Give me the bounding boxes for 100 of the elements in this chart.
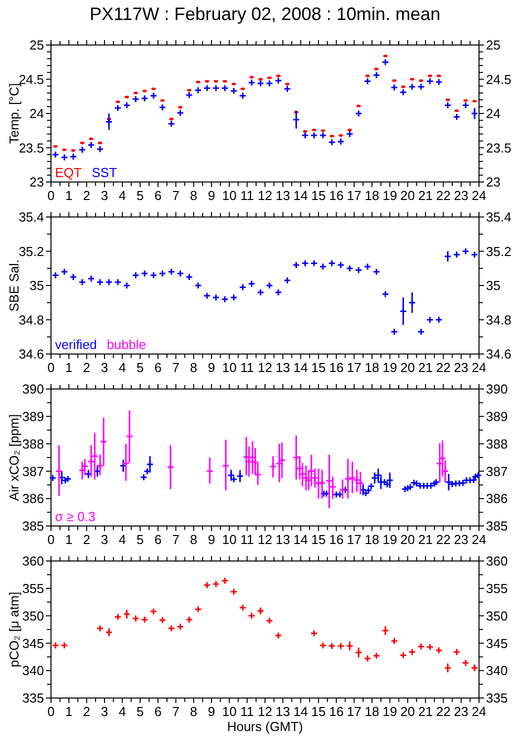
- x-tick-label: 23: [454, 532, 468, 547]
- y2-tick-label: 24: [486, 106, 500, 122]
- x-tick-label: 21: [418, 360, 433, 375]
- y2-tick-label: 34.8: [486, 312, 512, 328]
- x-tick-label: 23: [454, 704, 468, 719]
- x-axis-title: Hours (GMT): [227, 719, 303, 734]
- x-tick-label: 1: [65, 188, 72, 203]
- x-tick-label: 11: [240, 532, 254, 547]
- x-tick-label: 22: [436, 360, 451, 375]
- x-tick-label: 7: [172, 532, 180, 547]
- x-tick-label: 14: [293, 532, 308, 547]
- x-tick-label: 23: [454, 360, 468, 375]
- x-tick-label: 3: [100, 360, 108, 375]
- x-tick-label: 24: [472, 532, 486, 547]
- y2-tick-label: 23.5: [486, 140, 512, 156]
- x-tick-label: 12: [258, 360, 272, 375]
- x-tick-label: 13: [276, 188, 290, 203]
- x-tick-label: 20: [400, 360, 415, 375]
- y2-tick-label: 34.6: [486, 346, 512, 362]
- y2-tick-label: 340: [486, 663, 508, 678]
- x-tick-label: 17: [346, 188, 362, 203]
- y-tick-label: 387: [22, 464, 44, 479]
- y2-tick-label: 35: [486, 278, 500, 294]
- x-tick-label: 9: [208, 532, 216, 547]
- x-tick-label: 15: [311, 188, 326, 203]
- text: σ ≥ 0.3: [55, 509, 96, 524]
- x-tick-label: 24: [472, 188, 486, 203]
- x-tick-label: 10: [222, 360, 237, 375]
- y2-tick-label: 388: [486, 436, 508, 452]
- x-tick-label: 16: [329, 704, 344, 719]
- x-tick-label: 11: [240, 360, 254, 375]
- chart-title: PX117W : February 02, 2008 : 10min. mean: [90, 4, 440, 24]
- x-tick-label: 19: [382, 532, 398, 547]
- y2-tick-label: 35.2: [486, 244, 512, 259]
- x-tick-label: 24: [472, 360, 486, 375]
- x-tick-label: 8: [190, 360, 198, 375]
- x-tick-label: 5: [136, 704, 144, 719]
- x-tick-label: 23: [454, 188, 468, 203]
- x-tick-label: 20: [400, 704, 415, 719]
- text: verified: [55, 337, 97, 352]
- x-tick-label: 4: [118, 704, 126, 719]
- y2-tick-label: 345: [486, 636, 508, 651]
- x-tick-label: 6: [154, 704, 162, 719]
- x-tick-label: 2: [83, 188, 90, 203]
- x-tick-label: 21: [418, 188, 433, 203]
- y2-tick-label: 35.4: [486, 210, 512, 225]
- x-tick-label: 14: [293, 704, 308, 719]
- y-tick-label: 340: [22, 663, 44, 678]
- series-label: EQT: [55, 165, 82, 180]
- x-tick-label: 2: [83, 532, 90, 547]
- y-axis-title: SBE Sal.: [6, 259, 22, 312]
- x-tick-label: 5: [136, 360, 144, 375]
- x-tick-label: 11: [240, 704, 254, 719]
- x-tick-label: 18: [364, 532, 380, 547]
- y2-tick-label: 386: [486, 491, 508, 506]
- x-tick-label: 4: [118, 360, 126, 375]
- x-tick-label: 15: [311, 704, 326, 719]
- y-tick-label: 34.8: [18, 312, 44, 328]
- x-tick-label: 9: [208, 188, 216, 203]
- y2-tick-label: 350: [486, 608, 508, 624]
- y2-tick-label: 24.5: [486, 72, 512, 87]
- x-tick-label: 3: [100, 704, 108, 719]
- x-tick-label: 14: [293, 188, 308, 203]
- y-tick-label: 389: [22, 408, 44, 424]
- x-tick-label: 11: [240, 188, 254, 203]
- x-tick-label: 6: [154, 532, 162, 547]
- x-tick-label: 15: [311, 532, 326, 547]
- x-tick-label: 17: [346, 704, 362, 719]
- x-tick-label: 16: [329, 360, 344, 375]
- x-tick-label: 13: [276, 360, 290, 375]
- x-tick-label: 10: [222, 704, 237, 719]
- x-tick-label: 4: [118, 532, 126, 547]
- x-tick-label: 0: [47, 532, 55, 547]
- x-tick-label: 8: [190, 704, 198, 719]
- y-tick-label: 34.6: [18, 346, 44, 362]
- y-tick-label: 390: [22, 382, 44, 397]
- x-tick-label: 12: [258, 532, 272, 547]
- x-tick-label: 17: [346, 532, 362, 547]
- y-tick-label: 35.2: [18, 244, 44, 259]
- x-tick-label: 13: [276, 704, 290, 719]
- x-tick-label: 9: [208, 704, 216, 719]
- y2-tick-label: 389: [486, 408, 508, 424]
- x-tick-label: 8: [190, 188, 198, 203]
- x-tick-label: 2: [83, 360, 90, 375]
- y-tick-label: 360: [22, 554, 44, 569]
- x-tick-label: 0: [47, 704, 55, 719]
- x-tick-label: 19: [382, 704, 398, 719]
- x-tick-label: 5: [136, 188, 144, 203]
- x-tick-label: 5: [136, 532, 144, 547]
- x-tick-label: 22: [436, 532, 451, 547]
- y-tick-label: 350: [22, 608, 44, 624]
- x-tick-label: 17: [346, 360, 362, 375]
- y2-tick-label: 335: [486, 690, 508, 706]
- x-tick-label: 12: [258, 188, 272, 203]
- y2-tick-label: 25: [486, 38, 500, 53]
- x-tick-label: 12: [258, 704, 272, 719]
- x-tick-label: 18: [364, 704, 380, 719]
- x-tick-label: 2: [83, 704, 90, 719]
- y-tick-label: 25: [30, 38, 44, 53]
- y-tick-label: 23: [30, 174, 44, 190]
